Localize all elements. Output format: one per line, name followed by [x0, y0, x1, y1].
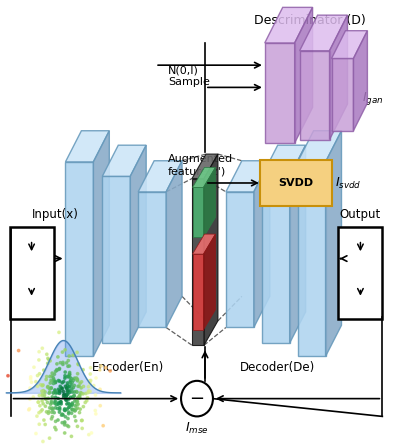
FancyBboxPatch shape — [260, 160, 331, 206]
Polygon shape — [331, 58, 353, 131]
Polygon shape — [290, 145, 306, 343]
Text: $I_{mse}$: $I_{mse}$ — [185, 421, 209, 436]
Polygon shape — [192, 154, 218, 178]
Polygon shape — [265, 43, 295, 143]
Text: $I_{svdd}$: $I_{svdd}$ — [335, 175, 361, 190]
Polygon shape — [262, 145, 306, 176]
Polygon shape — [254, 161, 270, 327]
Polygon shape — [193, 254, 203, 330]
Polygon shape — [93, 131, 109, 356]
Polygon shape — [166, 161, 182, 327]
Polygon shape — [331, 31, 367, 58]
Polygon shape — [265, 8, 312, 43]
Polygon shape — [226, 192, 254, 327]
Text: $I_{gan}$: $I_{gan}$ — [362, 90, 384, 107]
Text: Input(x): Input(x) — [32, 208, 79, 221]
Polygon shape — [299, 51, 329, 140]
Polygon shape — [193, 167, 216, 187]
Polygon shape — [353, 31, 367, 131]
Text: Decoder(De): Decoder(De) — [240, 361, 315, 374]
Polygon shape — [297, 131, 342, 162]
Polygon shape — [102, 176, 130, 343]
Polygon shape — [102, 145, 146, 176]
Text: N(0,I)
Sample: N(0,I) Sample — [168, 66, 210, 87]
Polygon shape — [65, 131, 109, 162]
Polygon shape — [138, 161, 182, 192]
Polygon shape — [130, 145, 146, 343]
Polygon shape — [204, 154, 218, 345]
FancyBboxPatch shape — [10, 227, 54, 318]
FancyBboxPatch shape — [338, 227, 382, 318]
Polygon shape — [262, 176, 290, 343]
Polygon shape — [203, 167, 216, 237]
Polygon shape — [138, 192, 166, 327]
Polygon shape — [297, 162, 325, 356]
Polygon shape — [295, 8, 312, 143]
Polygon shape — [192, 178, 204, 345]
Polygon shape — [193, 187, 203, 237]
Polygon shape — [299, 15, 348, 51]
Text: Augmented
feature(z'): Augmented feature(z') — [168, 154, 233, 176]
Polygon shape — [329, 15, 348, 140]
Text: Output: Output — [340, 208, 381, 221]
Polygon shape — [65, 162, 93, 356]
Polygon shape — [203, 234, 216, 330]
Text: Encoder(En): Encoder(En) — [92, 361, 164, 374]
Polygon shape — [193, 234, 216, 254]
Polygon shape — [226, 161, 270, 192]
Circle shape — [181, 381, 213, 417]
Text: Descriminator (D): Descriminator (D) — [254, 14, 366, 27]
Polygon shape — [325, 131, 342, 356]
Text: −: − — [190, 390, 204, 408]
Text: SVDD: SVDD — [278, 178, 313, 188]
